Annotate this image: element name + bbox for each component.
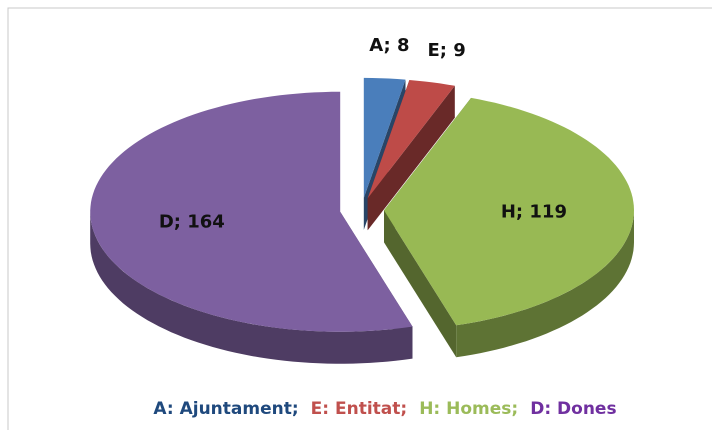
slice (384, 97, 634, 358)
pie (90, 77, 634, 364)
data-label: H; 119 (501, 202, 567, 223)
legend-entry: A: Ajuntament; (153, 399, 298, 419)
slice (367, 80, 455, 231)
slice-top (384, 97, 634, 326)
data-label: D; 164 (159, 211, 225, 232)
slice-side (456, 210, 634, 358)
data-label: A; 8 (369, 35, 409, 56)
data-label: E; 9 (427, 40, 465, 61)
slice-cut-face (384, 210, 457, 358)
slice-side (90, 211, 413, 364)
legend-entry: H: Homes; (419, 399, 518, 419)
slice (90, 91, 413, 364)
legend-entry: D: Dones (530, 399, 616, 419)
legend-entry: E: Entitat; (311, 399, 408, 419)
slice-top (367, 80, 455, 199)
data-labels: A; 8 E; 9 H; 119 D; 164 (159, 35, 567, 232)
legend: A: Ajuntament; E: Entitat; H: Homes; D: Don… (153, 399, 616, 419)
slice-cut-face (367, 85, 455, 231)
slice-top (363, 77, 406, 198)
slice-top (90, 91, 413, 332)
